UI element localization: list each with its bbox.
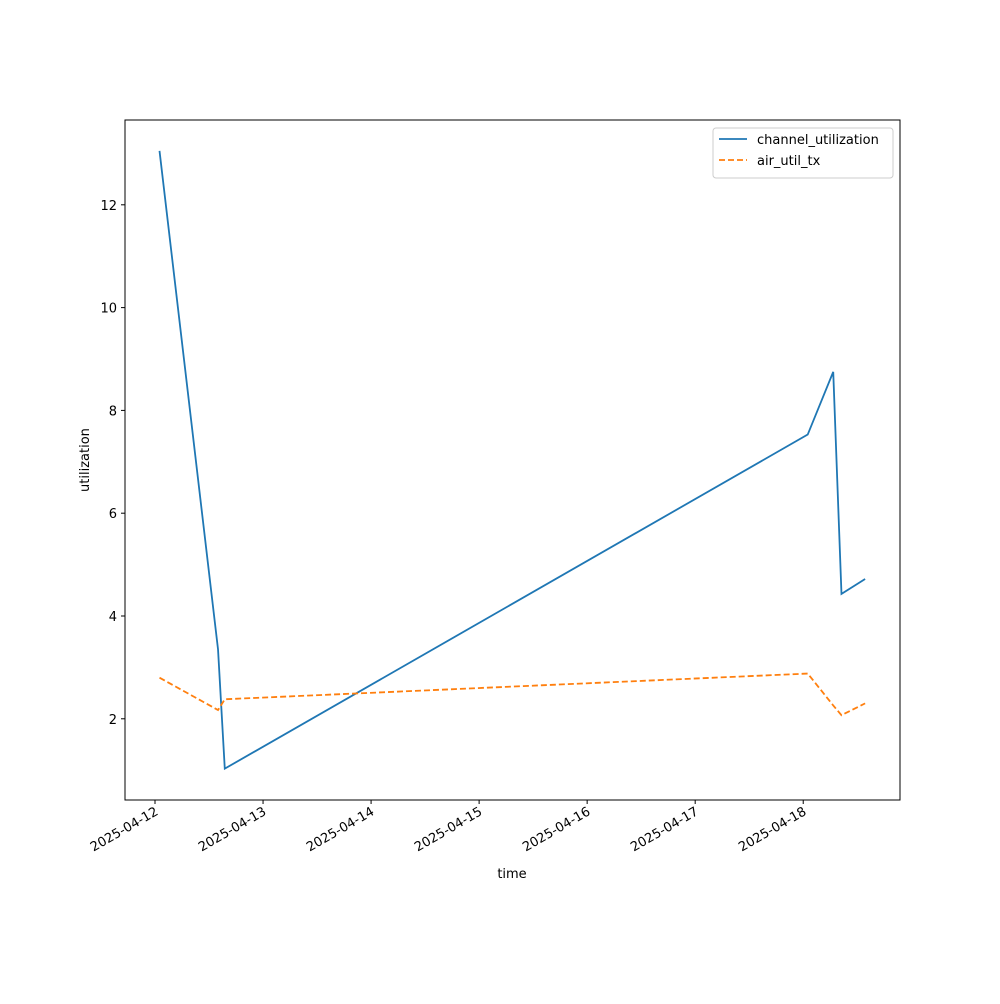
series-line: [159, 672, 866, 717]
y-tick-label: 6: [109, 507, 117, 522]
y-tick-label: 8: [109, 404, 117, 419]
y-tick-label: 2: [109, 713, 117, 728]
y-tick-label: 4: [109, 610, 117, 625]
legend-label: air_util_tx: [757, 154, 821, 169]
legend-box: [712, 127, 894, 179]
x-axis-label: time: [497, 867, 526, 882]
y-axis-label: utilization: [78, 428, 93, 492]
y-tick-label: 10: [100, 302, 117, 317]
y-tick-label: 12: [100, 199, 117, 214]
legend-label: channel_utilization: [757, 133, 879, 148]
series-line: [158, 150, 866, 771]
plot-frame: [124, 119, 901, 801]
